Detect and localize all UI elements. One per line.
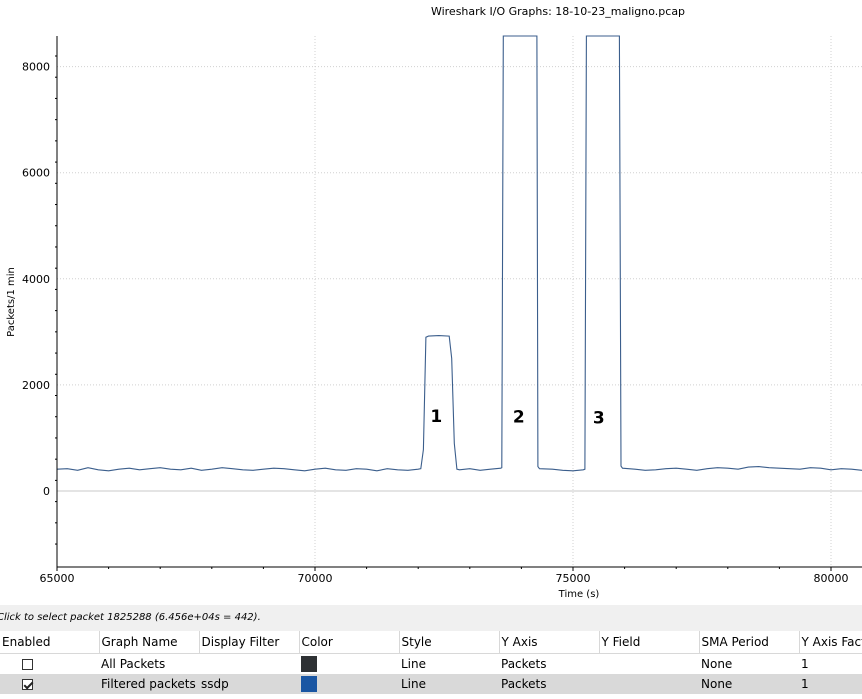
color-swatch[interactable]: [301, 676, 317, 692]
y-field-cell[interactable]: [599, 674, 699, 694]
display-filter-cell[interactable]: ssdp: [199, 674, 299, 694]
annotation-label: 1: [430, 407, 442, 427]
y-axis-factor-cell[interactable]: 1: [801, 657, 809, 671]
y-tick-label: 4000: [22, 273, 50, 286]
header-y-axis-factor[interactable]: Y Axis Factor: [799, 631, 862, 654]
style-cell[interactable]: Line: [401, 657, 427, 671]
header-display-filter[interactable]: Display Filter: [199, 631, 300, 654]
enabled-checkbox[interactable]: [22, 679, 33, 690]
y-tick-label: 2000: [22, 379, 50, 392]
y-tick-label: 8000: [22, 61, 50, 74]
header-color[interactable]: Color: [299, 631, 400, 654]
header-style[interactable]: Style: [399, 631, 500, 654]
table-header: Enabled Graph Name Display Filter Color …: [0, 631, 862, 654]
annotations: 1 2 3: [430, 407, 604, 429]
header-y-field[interactable]: Y Field: [599, 631, 700, 654]
header-enabled[interactable]: Enabled: [0, 631, 100, 654]
y-tick-label: 0: [43, 485, 50, 498]
chart-title: Wireshark I/O Graphs: 18-10-23_maligno.p…: [431, 5, 685, 18]
grid-lines: [56, 36, 862, 567]
annotation-label: 2: [513, 408, 525, 428]
io-graph[interactable]: 0 2000 4000 6000 8000 65000 70000 75000 80000 W…: [0, 0, 862, 605]
style-cell[interactable]: Line: [399, 674, 499, 694]
color-cell: [299, 674, 399, 694]
sma-period-cell[interactable]: None: [701, 657, 733, 671]
x-axis-label: Time (s): [558, 589, 600, 600]
status-bar: Click to select packet 1825288 (6.456e+0…: [0, 605, 862, 631]
graph-name-cell[interactable]: Filtered packets: [99, 674, 199, 694]
x-tick-label: 75000: [556, 572, 591, 585]
annotation-label: 3: [593, 409, 605, 429]
y-field-cell[interactable]: [599, 654, 699, 675]
y-axis-label: Packets/1 min: [6, 267, 17, 337]
header-graph-name[interactable]: Graph Name: [99, 631, 200, 654]
x-ticks: 65000 70000 75000 80000: [40, 567, 849, 585]
y-ticks: 0 2000 4000 6000 8000: [22, 55, 57, 545]
status-text: Click to select packet 1825288 (6.456e+0…: [0, 612, 261, 623]
table-row[interactable]: All Packets Line Packets None 1: [0, 654, 862, 675]
color-cell: [299, 654, 399, 675]
x-tick-label: 65000: [40, 572, 75, 585]
y-axis-factor-cell[interactable]: 1: [799, 674, 862, 694]
table-row[interactable]: Filtered packets ssdp Line Packets None …: [0, 674, 862, 694]
sma-period-cell[interactable]: None: [699, 674, 799, 694]
x-tick-label: 70000: [298, 572, 333, 585]
enabled-checkbox[interactable]: [22, 659, 33, 670]
enabled-cell: [0, 674, 99, 694]
color-swatch[interactable]: [301, 656, 317, 672]
header-sma-period[interactable]: SMA Period: [699, 631, 800, 654]
display-filter-cell[interactable]: [199, 654, 299, 675]
y-axis-cell[interactable]: Packets: [501, 657, 547, 671]
header-y-axis[interactable]: Y Axis: [499, 631, 600, 654]
y-axis-cell[interactable]: Packets: [499, 674, 599, 694]
graph-table: Enabled Graph Name Display Filter Color …: [0, 631, 862, 694]
y-tick-label: 6000: [22, 167, 50, 180]
series-line-filtered-packets: [56, 35, 862, 472]
graph-name-cell[interactable]: All Packets: [101, 657, 166, 671]
x-tick-label: 80000: [814, 572, 849, 585]
enabled-cell: [0, 654, 99, 675]
